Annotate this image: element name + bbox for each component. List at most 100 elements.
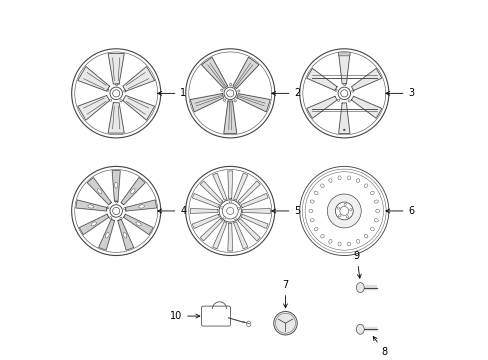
- Ellipse shape: [130, 189, 135, 194]
- Ellipse shape: [328, 179, 331, 183]
- Polygon shape: [212, 173, 226, 200]
- Circle shape: [109, 217, 111, 219]
- Text: 3: 3: [385, 88, 414, 98]
- Ellipse shape: [347, 242, 350, 246]
- Polygon shape: [125, 200, 156, 211]
- Circle shape: [339, 207, 348, 215]
- Circle shape: [106, 207, 109, 209]
- Circle shape: [120, 217, 122, 220]
- Polygon shape: [78, 67, 109, 91]
- Text: 6: 6: [385, 206, 414, 216]
- Circle shape: [233, 217, 236, 220]
- Polygon shape: [87, 177, 111, 205]
- Polygon shape: [338, 53, 349, 84]
- Ellipse shape: [328, 239, 331, 243]
- FancyBboxPatch shape: [338, 52, 349, 56]
- Polygon shape: [190, 94, 223, 112]
- Polygon shape: [78, 95, 109, 120]
- Polygon shape: [306, 68, 336, 90]
- Circle shape: [343, 84, 345, 86]
- Ellipse shape: [114, 182, 118, 188]
- Polygon shape: [123, 214, 153, 235]
- Ellipse shape: [309, 200, 314, 203]
- Text: 4: 4: [158, 206, 186, 216]
- Text: 8: 8: [372, 337, 387, 357]
- Polygon shape: [76, 200, 107, 211]
- Ellipse shape: [91, 222, 96, 226]
- Polygon shape: [351, 96, 381, 118]
- Circle shape: [110, 205, 122, 217]
- Ellipse shape: [314, 191, 317, 195]
- Ellipse shape: [347, 176, 350, 180]
- Circle shape: [346, 216, 348, 218]
- Text: 2: 2: [271, 88, 300, 98]
- Circle shape: [226, 90, 233, 97]
- Polygon shape: [190, 208, 218, 213]
- Circle shape: [123, 207, 126, 210]
- Ellipse shape: [337, 176, 341, 180]
- Circle shape: [326, 194, 361, 228]
- Ellipse shape: [308, 210, 312, 212]
- Circle shape: [273, 311, 297, 335]
- Ellipse shape: [139, 205, 144, 208]
- Circle shape: [337, 99, 339, 102]
- Ellipse shape: [356, 324, 364, 334]
- Ellipse shape: [309, 219, 314, 222]
- Circle shape: [115, 201, 118, 203]
- Circle shape: [336, 207, 339, 209]
- Polygon shape: [201, 57, 227, 89]
- Polygon shape: [241, 214, 267, 229]
- Polygon shape: [122, 95, 154, 120]
- Polygon shape: [238, 181, 260, 203]
- Circle shape: [221, 207, 223, 209]
- Circle shape: [223, 217, 225, 219]
- Ellipse shape: [123, 233, 126, 238]
- Polygon shape: [306, 96, 336, 118]
- Circle shape: [110, 87, 122, 100]
- Ellipse shape: [374, 200, 378, 203]
- Ellipse shape: [105, 233, 109, 238]
- Circle shape: [338, 215, 340, 217]
- Circle shape: [112, 207, 120, 215]
- Text: 1: 1: [158, 88, 186, 98]
- Circle shape: [335, 202, 352, 220]
- Polygon shape: [79, 214, 108, 235]
- Polygon shape: [200, 181, 222, 203]
- Ellipse shape: [356, 179, 359, 183]
- Circle shape: [224, 87, 236, 100]
- Circle shape: [337, 87, 350, 100]
- Ellipse shape: [374, 219, 378, 222]
- Polygon shape: [338, 103, 349, 134]
- Text: 9: 9: [353, 251, 361, 278]
- Circle shape: [226, 207, 233, 215]
- Ellipse shape: [320, 234, 324, 238]
- Polygon shape: [233, 222, 247, 249]
- Polygon shape: [108, 103, 124, 133]
- Polygon shape: [99, 219, 114, 250]
- Circle shape: [334, 89, 336, 91]
- Ellipse shape: [356, 239, 359, 243]
- Ellipse shape: [97, 189, 102, 194]
- Polygon shape: [122, 67, 154, 91]
- Circle shape: [219, 200, 241, 222]
- Polygon shape: [118, 219, 134, 250]
- Polygon shape: [238, 219, 260, 241]
- Circle shape: [340, 90, 347, 97]
- Circle shape: [343, 129, 345, 131]
- Polygon shape: [351, 68, 381, 90]
- Ellipse shape: [320, 184, 324, 188]
- Polygon shape: [200, 219, 222, 241]
- Polygon shape: [224, 101, 236, 133]
- Circle shape: [233, 100, 236, 102]
- Ellipse shape: [364, 184, 367, 188]
- Circle shape: [351, 90, 353, 92]
- Circle shape: [349, 209, 351, 211]
- Polygon shape: [242, 208, 270, 213]
- Polygon shape: [232, 57, 259, 89]
- Polygon shape: [192, 193, 219, 208]
- Circle shape: [109, 99, 111, 102]
- Polygon shape: [233, 173, 247, 200]
- Circle shape: [106, 89, 109, 91]
- Ellipse shape: [375, 210, 379, 212]
- Circle shape: [123, 90, 126, 92]
